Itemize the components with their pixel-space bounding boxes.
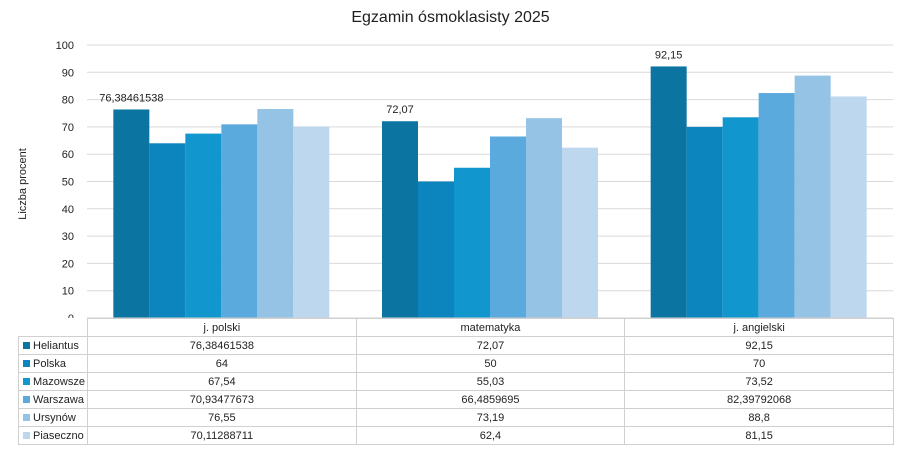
table-cell: 66,4859695 <box>355 390 626 409</box>
bar <box>257 109 294 318</box>
table-cell: 92,15 <box>624 336 894 355</box>
bar <box>113 109 150 318</box>
bar <box>490 136 526 318</box>
table-cell: 62,4 <box>355 426 626 445</box>
data-label: 76,38461538 <box>99 92 163 104</box>
table-row: Polska 64 50 70 <box>18 354 894 373</box>
legend-key <box>23 359 30 367</box>
series-name: Warszawa <box>33 393 84 406</box>
series-legend-entry: Heliantus <box>18 336 88 355</box>
table-cell: 76,38461538 <box>87 336 357 355</box>
y-tick-label: 20 <box>62 258 74 270</box>
bar <box>526 118 562 318</box>
table-cell: 82,39792068 <box>624 390 894 409</box>
bar <box>293 126 330 318</box>
table-cell: 72,07 <box>355 336 626 355</box>
y-tick-label: 80 <box>62 95 74 107</box>
bar <box>794 75 831 318</box>
bar <box>149 143 186 318</box>
table-cell: 50 <box>355 354 626 373</box>
bar <box>830 96 867 318</box>
table-row: Heliantus 76,38461538 72,07 92,15 <box>18 336 894 355</box>
table-cell: 88,8 <box>624 408 894 427</box>
table-row: Ursynów 76,55 73,19 88,8 <box>18 408 894 427</box>
table-row: Mazowsze 67,54 55,03 73,52 <box>18 372 894 391</box>
legend-key <box>23 431 30 439</box>
y-tick-label: 100 <box>56 40 74 52</box>
legend-key <box>23 341 30 349</box>
table-cell: 81,15 <box>624 426 894 445</box>
y-tick-label: 50 <box>62 177 74 189</box>
y-tick-label: 0 <box>68 313 74 318</box>
chart-title: Egzamin ósmoklasisty 2025 <box>351 9 550 26</box>
category-label: matematyka <box>355 318 626 337</box>
series-legend-entry: Mazowsze <box>18 372 88 391</box>
bar <box>418 181 454 318</box>
series-name: Heliantus <box>33 339 79 352</box>
table-cell: 73,52 <box>624 372 894 391</box>
category-label: j. angielski <box>624 318 894 337</box>
series-name: Piaseczno <box>33 429 84 442</box>
series-legend-entry: Polska <box>18 354 88 373</box>
y-tick-label: 90 <box>62 67 74 79</box>
series-legend-entry: Piaseczno <box>18 426 88 445</box>
table-cell: 70 <box>624 354 894 373</box>
data-label: 92,15 <box>655 49 683 61</box>
bar-chart-plot: 0 10 20 30 40 50 60 70 80 90 100 76,38461538 72,07 92… <box>56 40 893 318</box>
bar <box>221 124 258 318</box>
series-name: Ursynów <box>33 411 76 424</box>
bar <box>562 147 598 318</box>
legend-key <box>23 413 30 421</box>
y-tick-label: 70 <box>62 122 74 134</box>
table-row: Warszawa 70,93477673 66,4859695 82,39792068 <box>18 390 894 409</box>
bar <box>454 167 490 318</box>
series-name: Polska <box>33 357 67 370</box>
table-cell: 70,11288711 <box>87 426 357 445</box>
table-cell: 76,55 <box>87 408 357 427</box>
legend-key <box>23 377 30 385</box>
table-cell: 67,54 <box>87 372 357 391</box>
table-cell: 73,19 <box>355 408 626 427</box>
table-cell: 55,03 <box>355 372 626 391</box>
y-tick-label: 60 <box>62 149 74 161</box>
bar <box>185 133 222 318</box>
series-name: Mazowsze <box>33 375 85 388</box>
series-legend-entry: Warszawa <box>18 390 88 409</box>
bar <box>686 126 723 318</box>
y-tick-label: 10 <box>62 286 74 298</box>
data-label: 72,07 <box>386 104 414 116</box>
y-tick-label: 40 <box>62 204 74 216</box>
series-legend-entry: Ursynów <box>18 408 88 427</box>
data-table: j. polski matematyka j. angielski Heliantus… <box>18 318 894 445</box>
category-label: j. polski <box>87 318 357 337</box>
bar <box>758 93 795 318</box>
legend-key <box>23 395 30 403</box>
table-row: Piaseczno 70,11288711 62,4 81,15 <box>18 426 894 445</box>
bar <box>650 66 687 318</box>
table-cell: 70,93477673 <box>87 390 357 409</box>
table-header-row: j. polski matematyka j. angielski <box>19 318 894 337</box>
bar <box>722 117 759 318</box>
bar <box>382 121 418 318</box>
table-corner <box>19 319 88 337</box>
table-cell: 64 <box>87 354 357 373</box>
y-tick-label: 30 <box>62 231 74 243</box>
